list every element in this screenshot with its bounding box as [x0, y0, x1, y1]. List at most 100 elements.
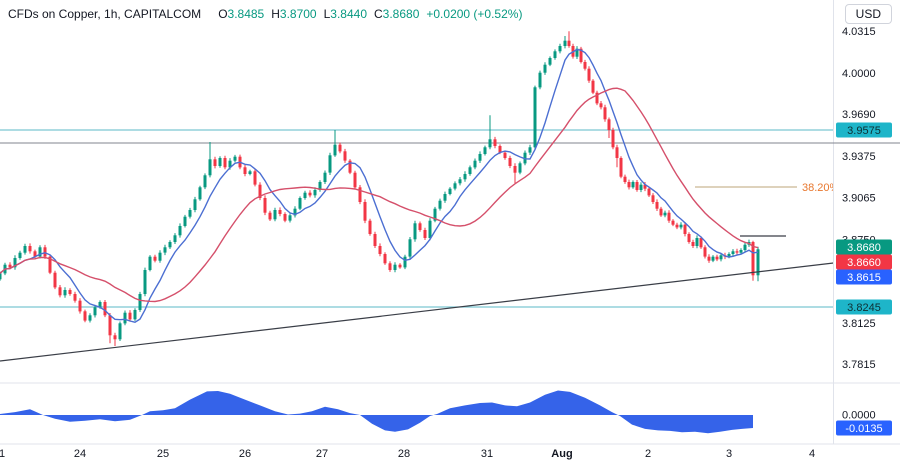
candle-body	[735, 251, 739, 253]
candle-body	[8, 264, 12, 268]
price-tick-label: 3.9065	[842, 193, 876, 205]
candle-body	[418, 223, 422, 230]
candle-body	[233, 156, 237, 161]
price-tick-label: 3.9690	[842, 109, 876, 121]
candle-body	[303, 192, 307, 198]
candle-body	[671, 220, 675, 225]
candle-body	[143, 270, 147, 294]
candle-body	[533, 87, 537, 148]
candle-body	[498, 146, 502, 153]
candle-body	[443, 194, 447, 201]
candle-body	[743, 244, 747, 250]
candle-body	[513, 166, 517, 173]
candle-body	[679, 224, 683, 228]
candle-body	[93, 307, 97, 316]
candle-body	[358, 187, 362, 202]
candle-body	[623, 176, 627, 182]
candle-body	[278, 210, 282, 214]
currency-button[interactable]: USD	[844, 4, 892, 24]
fib-level-label: 38.20%	[802, 182, 840, 194]
candle-body	[83, 311, 87, 321]
svg-text:3.8615: 3.8615	[847, 272, 881, 284]
candle-body	[228, 160, 232, 168]
candle-body	[118, 323, 122, 340]
candle-body	[243, 167, 247, 174]
candle-body	[695, 238, 699, 246]
ma-slow-line[interactable]	[0, 87, 759, 303]
candle-body	[659, 208, 663, 216]
indicator-pane[interactable]	[0, 390, 753, 434]
candle-body	[739, 250, 743, 253]
price-tick-label: 4.0000	[842, 68, 876, 80]
price-badge-3.8615: 3.8615	[836, 269, 892, 285]
price-tick-label: 3.7815	[842, 359, 876, 371]
candle-body	[218, 158, 222, 166]
candle-body	[383, 254, 387, 264]
ma-fast-line[interactable]	[0, 48, 759, 323]
close-value: 3.8680	[382, 7, 420, 21]
candle-body	[168, 242, 172, 248]
candle-body	[18, 252, 22, 258]
candle-body	[699, 238, 703, 248]
candle-body	[719, 255, 723, 260]
candle-body	[473, 160, 477, 168]
change-value: +0.0200 (+0.52%)	[426, 7, 523, 21]
indicator-zero-label: 0.0000	[842, 410, 876, 422]
svg-text:3.8680: 3.8680	[847, 242, 881, 254]
time-axis[interactable]: 1 24 25 26 27 28 31 Aug 2 3 4	[0, 448, 815, 460]
candle-body	[138, 294, 142, 310]
candle-body	[683, 224, 687, 234]
candle-body	[643, 184, 647, 189]
trendline-drawing[interactable]	[0, 261, 843, 362]
candle-body	[558, 46, 562, 52]
candle-body	[575, 48, 579, 57]
candle-body	[711, 256, 715, 261]
candle-body	[751, 242, 755, 276]
candle-body	[635, 182, 639, 190]
time-tick-label-2: 2	[645, 448, 651, 460]
candle-body	[368, 220, 372, 234]
candle-body	[318, 182, 322, 190]
candle-body	[563, 40, 567, 46]
candle-body	[128, 312, 132, 320]
open-value: 3.8485	[227, 7, 265, 21]
candle-body	[403, 256, 407, 268]
svg-text:-0.0135: -0.0135	[845, 423, 882, 435]
candle-body	[183, 216, 187, 226]
symbol-info-bar: CFDs on Copper, 1h, CAPITALCOM O3.8485 H3.…	[8, 7, 522, 21]
candle-body	[587, 68, 591, 81]
candle-body	[48, 256, 52, 273]
time-tick-label-27: 27	[316, 448, 328, 460]
candle-body	[603, 107, 607, 120]
candle-body	[43, 247, 47, 257]
candle-body	[523, 152, 527, 164]
candle-body	[63, 290, 67, 296]
candle-body	[253, 171, 257, 185]
candle-body	[333, 144, 337, 156]
candle-body	[756, 249, 760, 276]
candle-body	[503, 152, 507, 158]
high-label: H	[271, 7, 280, 21]
candle-body	[283, 214, 287, 221]
indicator-value-badge: -0.0135	[836, 420, 892, 436]
candle-body	[153, 256, 157, 261]
symbol-title[interactable]: CFDs on Copper, 1h, CAPITALCOM	[8, 7, 202, 21]
candle-body	[293, 208, 297, 216]
candle-body	[428, 220, 432, 238]
candle-body	[108, 315, 112, 336]
svg-text:3.9575: 3.9575	[847, 125, 881, 137]
price-axis-background[interactable]	[833, 0, 900, 444]
candle-body	[583, 62, 587, 69]
time-tick-label-4: 4	[809, 448, 815, 460]
candle-body	[148, 256, 152, 270]
candle-body	[38, 247, 42, 257]
candle-body	[528, 147, 532, 153]
candle-body	[667, 212, 671, 221]
candle-body	[438, 200, 442, 209]
candle-body	[423, 230, 427, 238]
candle-body	[268, 212, 272, 220]
price-badge-3.9575: 3.9575	[836, 122, 892, 138]
candle-body	[323, 172, 327, 182]
